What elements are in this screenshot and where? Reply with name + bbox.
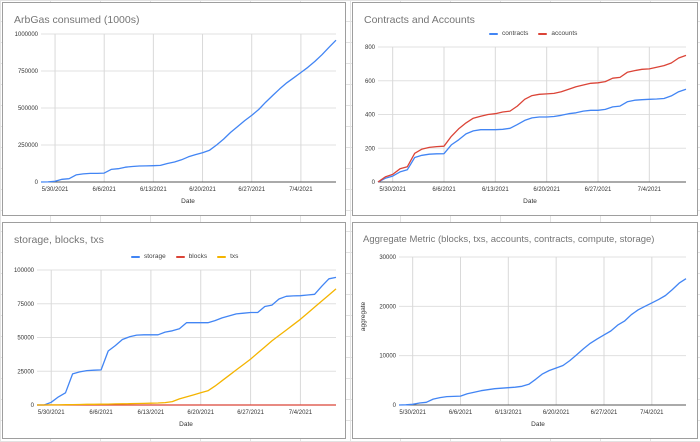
y-tick-label: 500000 (18, 106, 39, 112)
chart-title: storage, blocks, txs (14, 234, 104, 246)
series-line-txs (37, 288, 337, 406)
x-tick-label: 6/20/2021 (533, 187, 560, 193)
y-tick-label: 400 (365, 113, 376, 119)
series-line-accounts (377, 54, 687, 183)
series-line-contracts (377, 88, 687, 183)
x-tick-label: 5/30/2021 (38, 410, 65, 416)
x-tick-label: 6/27/2021 (585, 187, 612, 193)
x-tick-label: 6/13/2021 (482, 187, 509, 193)
legend-label: contracts (502, 30, 529, 37)
legend-item-storage[interactable]: storage (131, 253, 166, 260)
y-tick-label: 25000 (17, 369, 34, 375)
x-tick-label: 5/30/2021 (379, 187, 406, 193)
legend-swatch (175, 255, 185, 258)
chart-panel-aggregate[interactable]: Aggregate Metric (blocks, txs, accounts,… (352, 222, 698, 439)
x-tick-label: 7/4/2021 (640, 410, 664, 416)
chart-plot: 0 25000 50000 75000 100000 5/30/2021 6/6/2021 6… (14, 268, 337, 416)
x-tick-label: 6/13/2021 (495, 410, 522, 416)
y-tick-label: 250000 (18, 143, 39, 149)
x-axis-label: Date (179, 421, 193, 428)
chart-plot: 0 200 400 600 800 5/30/2021 6/6/2021 6/13/2021 6… (365, 45, 687, 193)
series-line-value (40, 39, 337, 183)
x-tick-label: 6/27/2021 (237, 410, 264, 416)
y-tick-label: 0 (35, 180, 39, 186)
legend-swatch (538, 32, 548, 35)
chart-plot: 0 10000 20000 30000 5/30/2021 6/6/2021 6/13/20… (379, 255, 687, 416)
y-tick-label: 600 (365, 79, 376, 85)
chart-panel-storage-blocks-txs[interactable]: storage, blocks, txs storage blocks txs … (2, 222, 346, 439)
legend-label: storage (144, 253, 166, 260)
chart-panel-contracts-accounts[interactable]: Contracts and Accounts contracts account… (352, 2, 698, 216)
chart-title: ArbGas consumed (1000s) (14, 14, 140, 26)
legend-item-blocks[interactable]: blocks (175, 253, 208, 260)
x-tick-label: 6/27/2021 (238, 187, 265, 193)
series-line-value (398, 278, 687, 406)
legend-label: accounts (551, 30, 578, 37)
x-tick-label: 6/20/2021 (187, 410, 214, 416)
y-tick-label: 1000000 (15, 32, 39, 38)
x-tick-label: 6/6/2021 (93, 187, 117, 193)
legend-swatch (131, 255, 140, 258)
legend: storage blocks txs (131, 253, 238, 260)
x-tick-label: 6/6/2021 (89, 410, 113, 416)
legend-swatch (217, 255, 227, 258)
legend: contracts accounts (489, 30, 577, 37)
x-tick-label: 6/27/2021 (591, 410, 618, 416)
legend-label: blocks (188, 253, 208, 260)
chart-panel-arbgas[interactable]: ArbGas consumed (1000s) 0 250000 500000 750… (2, 2, 346, 216)
y-tick-label: 200 (365, 146, 376, 152)
x-tick-label: 6/20/2021 (543, 410, 570, 416)
x-tick-label: 6/20/2021 (189, 187, 216, 193)
legend-swatch (489, 32, 498, 35)
x-tick-label: 6/13/2021 (140, 187, 167, 193)
y-tick-label: 30000 (379, 255, 396, 261)
x-axis-label: Date (531, 421, 545, 428)
y-tick-label: 75000 (17, 302, 34, 308)
chart-title: Contracts and Accounts (364, 14, 475, 26)
y-tick-label: 0 (393, 403, 397, 409)
x-tick-label: 6/13/2021 (138, 410, 165, 416)
y-tick-label: 800 (365, 45, 376, 51)
x-tick-label: 7/4/2021 (289, 187, 313, 193)
x-tick-label: 6/6/2021 (449, 410, 473, 416)
chart-plot: 0 250000 500000 750000 1000000 5/30/2021 6/6/2… (15, 32, 337, 193)
y-tick-label: 10000 (379, 354, 396, 360)
x-tick-label: 5/30/2021 (399, 410, 426, 416)
series-line-storage (37, 276, 337, 406)
y-tick-label: 750000 (18, 69, 39, 75)
y-tick-label: 100000 (14, 268, 35, 274)
x-tick-label: 6/6/2021 (432, 187, 456, 193)
y-tick-label: 0 (31, 403, 35, 409)
legend-label: txs (230, 253, 239, 260)
chart-title: Aggregate Metric (blocks, txs, accounts,… (363, 234, 655, 245)
y-tick-label: 50000 (17, 336, 34, 342)
x-tick-label: 7/4/2021 (289, 410, 313, 416)
y-tick-label: 0 (372, 180, 376, 186)
y-tick-label: 20000 (379, 304, 396, 310)
x-axis-label: Date (181, 198, 195, 205)
x-axis-label: Date (523, 198, 537, 205)
y-axis-label: aggregate (360, 301, 368, 332)
legend-item-contracts[interactable]: contracts (489, 30, 528, 37)
x-tick-label: 7/4/2021 (638, 187, 662, 193)
legend-item-accounts[interactable]: accounts (538, 30, 577, 37)
legend-item-txs[interactable]: txs (217, 253, 238, 260)
x-tick-label: 5/30/2021 (42, 187, 69, 193)
